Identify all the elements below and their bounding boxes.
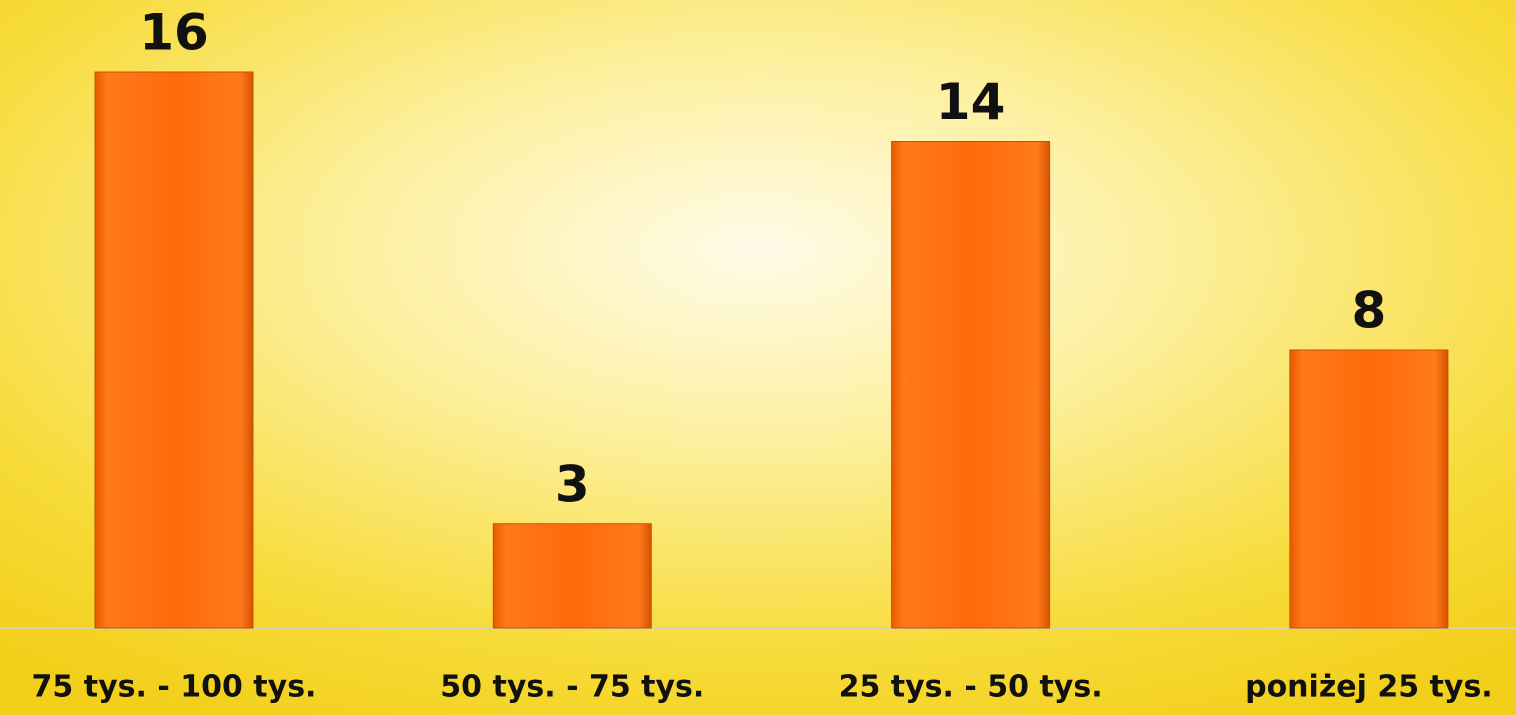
bar — [493, 524, 651, 628]
x-tick-label: 75 tys. - 100 tys. — [32, 670, 317, 705]
page: 75 tys. - 100 tys. 16 50 tys. - 75 tys. 3 25… — [0, 0, 1516, 715]
bar — [1290, 350, 1448, 628]
bar — [892, 142, 1050, 629]
value-label: 8 — [1352, 282, 1387, 340]
x-tick-label: 50 tys. - 75 tys. — [440, 670, 704, 705]
value-label: 16 — [139, 4, 209, 62]
value-label: 14 — [936, 73, 1006, 131]
value-label: 3 — [555, 455, 590, 513]
x-tick-label: 25 tys. - 50 tys. — [839, 670, 1103, 705]
bar — [95, 72, 253, 628]
chart: 75 tys. - 100 tys. 16 50 tys. - 75 tys. 3 25… — [0, 0, 1516, 715]
x-tick-label: poniżej 25 tys. — [1245, 670, 1493, 705]
